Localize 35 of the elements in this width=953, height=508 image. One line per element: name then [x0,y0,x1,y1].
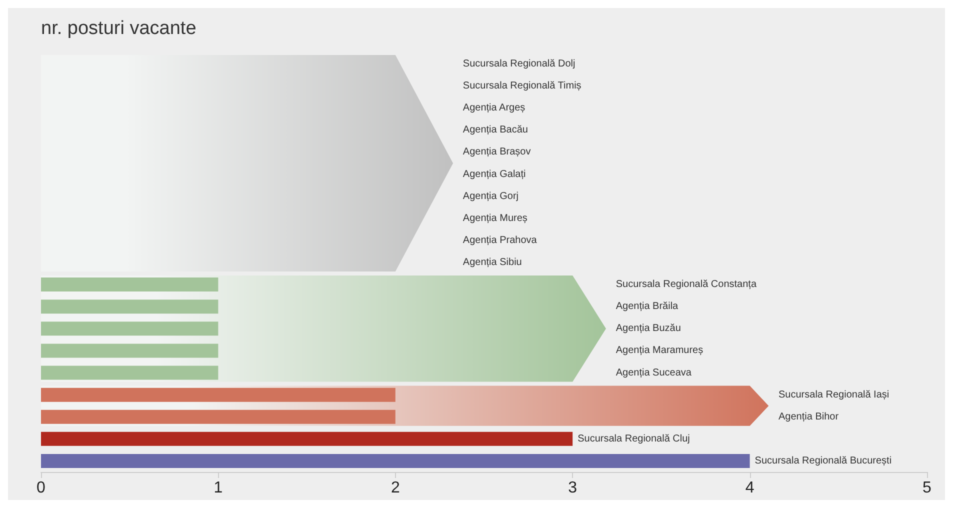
chart-title: nr. posturi vacante [41,18,196,39]
y-tick-label: Sucursala Regională Iași [778,389,890,400]
y-tick-label: Sucursala Regională Timiș [462,80,582,92]
y-tick-label: Agenția Bacău [462,124,528,136]
bar [41,344,218,358]
bar [41,432,573,446]
bar [41,322,218,336]
bar [41,278,218,292]
y-tick-label: Sucursala Regională Constanța [616,279,757,290]
y-tick-label: Agenția Bihor [778,411,840,422]
y-tick-label: Agenția Brașov [462,146,531,158]
y-tick-label: Agenția Galați [462,168,526,180]
y-tick-label: Agenția Gorj [462,190,519,202]
x-tick-label: 5 [922,480,932,496]
y-tick-label: Agenția Suceava [616,367,692,378]
y-tick-label: Sucursala Regională Cluj [578,433,690,444]
bar [41,410,396,424]
y-tick-label: Agenția Maramureș [616,345,704,356]
y-tick-label: Sucursala Regională Dolj [462,58,576,70]
x-tick-label: 3 [568,480,578,496]
x-tick-label: 4 [745,480,754,496]
y-tick-label: Sucursala Regională București [754,455,892,466]
y-tick-label: Agenția Brăila [616,301,679,312]
x-tick-label: 1 [214,480,223,496]
x-tick-label: 2 [390,480,400,496]
y-tick-label: Agenția Argeș [462,102,526,114]
bar [41,366,218,380]
y-tick-label: Agenția Mureș [462,212,528,224]
bar [41,388,396,402]
y-tick-label: Agenția Buzău [616,323,681,334]
bar [41,454,750,468]
bar [41,300,218,314]
y-tick-label: Agenția Sibiu [462,257,522,268]
y-tick-label: Agenția Prahova [462,234,538,246]
x-tick-label: 0 [36,480,46,496]
